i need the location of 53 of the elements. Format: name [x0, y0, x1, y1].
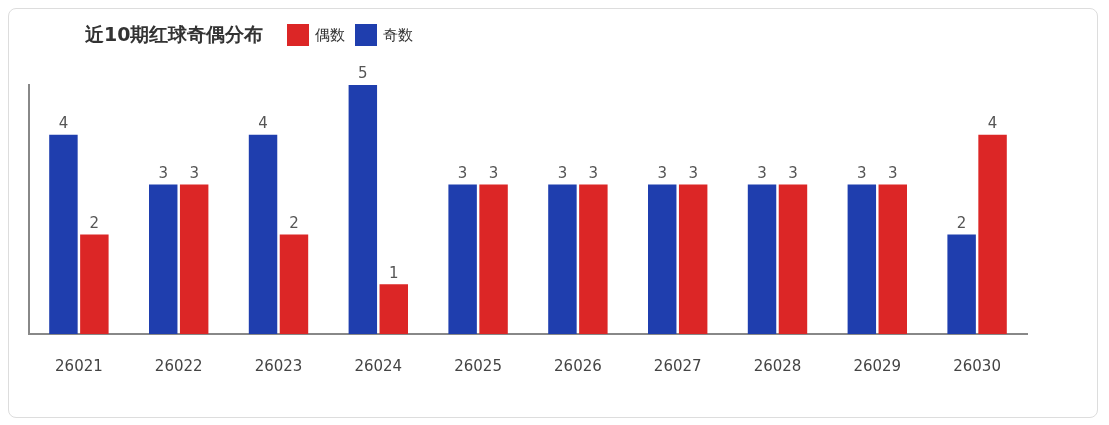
bar — [248, 134, 278, 334]
bar — [479, 184, 508, 334]
x-tick-label: 26023 — [254, 356, 303, 375]
bar — [448, 184, 477, 334]
bar — [149, 184, 178, 334]
data-label: 3 — [788, 163, 798, 182]
x-tick-label: 26024 — [354, 356, 403, 375]
x-tick-label: 26025 — [454, 356, 502, 375]
data-label: 2 — [956, 213, 967, 232]
data-label: 2 — [89, 213, 100, 232]
bar — [947, 234, 976, 334]
data-label: 3 — [688, 163, 698, 182]
data-label: 4 — [258, 114, 268, 133]
bar — [379, 284, 408, 334]
data-label: 3 — [457, 163, 468, 182]
data-label: 3 — [757, 163, 767, 182]
bar — [978, 134, 1007, 334]
data-label: 2 — [289, 213, 299, 232]
x-tick-label: 26029 — [853, 356, 902, 375]
legend-label: 偶数 — [315, 25, 346, 45]
bar — [579, 184, 608, 334]
data-label: 3 — [857, 163, 867, 182]
data-label: 3 — [888, 163, 898, 182]
bar — [678, 184, 708, 334]
data-label: 3 — [657, 163, 667, 182]
bar — [80, 234, 109, 334]
data-label: 3 — [557, 163, 568, 182]
x-tick-label: 26028 — [753, 356, 802, 375]
x-tick-label: 26027 — [653, 356, 702, 375]
x-tick-label: 26021 — [55, 356, 103, 375]
bar — [648, 184, 677, 334]
x-tick-label: 26022 — [154, 356, 203, 375]
data-label: 4 — [58, 114, 69, 133]
bar — [548, 184, 577, 334]
data-label: 4 — [987, 114, 998, 133]
bar — [878, 184, 907, 334]
data-label: 1 — [389, 263, 399, 282]
data-label: 3 — [588, 163, 599, 182]
bar — [179, 184, 209, 334]
x-tick-label: 26030 — [953, 356, 1001, 375]
bar — [747, 184, 777, 334]
legend-label: 奇数 — [383, 25, 414, 45]
data-label: 3 — [158, 163, 168, 182]
bar — [847, 184, 877, 334]
bar — [49, 134, 78, 334]
data-label: 3 — [488, 163, 499, 182]
data-label: 3 — [189, 163, 199, 182]
bar — [348, 85, 378, 334]
data-label: 5 — [358, 64, 368, 83]
bar — [279, 234, 309, 334]
x-tick-label: 26026 — [554, 356, 602, 375]
bar — [778, 184, 808, 334]
chart-title: 近10期红球奇偶分布 — [85, 22, 264, 47]
